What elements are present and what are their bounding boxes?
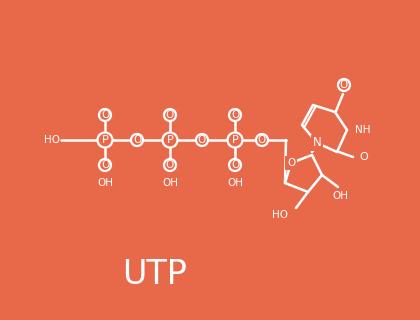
Circle shape [163,132,178,148]
Text: O: O [133,135,141,145]
Text: O: O [287,158,295,168]
Circle shape [228,132,242,148]
Text: O: O [231,110,239,120]
Circle shape [229,109,241,121]
Text: P: P [102,135,108,145]
Circle shape [196,134,208,146]
Text: O: O [359,152,368,162]
Text: O: O [166,160,174,170]
Text: OH: OH [332,191,348,201]
Text: P: P [167,135,173,145]
Text: HO: HO [44,135,60,145]
Circle shape [164,159,176,171]
Text: O: O [101,160,109,170]
Text: HO: HO [272,210,288,220]
Text: UTP: UTP [123,259,187,292]
Circle shape [99,159,111,171]
Text: O: O [340,80,348,90]
Text: N: N [312,137,321,149]
Text: OH: OH [97,178,113,188]
Text: O: O [198,135,206,145]
Text: O: O [166,110,174,120]
Circle shape [131,134,143,146]
Text: NH: NH [355,125,370,135]
Circle shape [338,79,350,91]
Circle shape [164,109,176,121]
Text: P: P [231,135,239,145]
Circle shape [256,134,268,146]
Circle shape [229,159,241,171]
Circle shape [97,132,113,148]
Text: O: O [231,160,239,170]
Text: OH: OH [162,178,178,188]
Circle shape [99,109,111,121]
Text: O: O [101,110,109,120]
Text: OH: OH [227,178,243,188]
Text: O: O [258,135,266,145]
